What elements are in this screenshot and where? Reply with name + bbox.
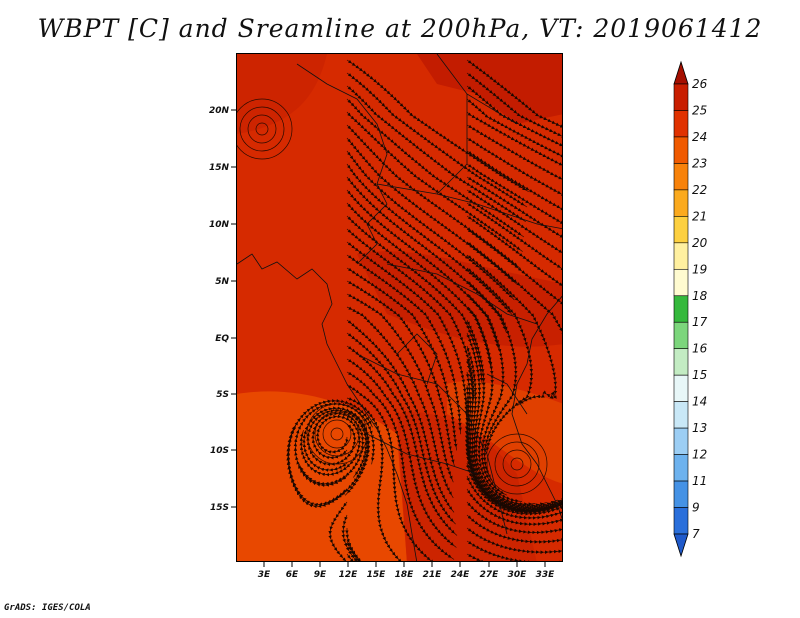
lon-label-6e: 6E (286, 570, 299, 580)
colorbar-swatch (673, 374, 689, 402)
colorbar-swatch (673, 480, 689, 508)
vortex-streamline (486, 433, 548, 495)
vortex-streamline (237, 98, 293, 160)
border-line-7 (436, 94, 468, 195)
colorbar-label: 21 (692, 209, 707, 223)
colorbar-swatch (673, 427, 689, 455)
lat-label-5s: 5S (216, 390, 229, 400)
colorbar-min-triangle (673, 533, 689, 558)
colorbar-label: 23 (692, 156, 707, 170)
lat-label-5n: 5N (215, 277, 229, 287)
lon-label-15e: 15E (367, 570, 387, 580)
border-line-3 (386, 263, 538, 325)
border-line-4 (356, 353, 508, 535)
streamlines (237, 59, 562, 561)
streamline (466, 553, 498, 561)
lat-label-15n: 15N (209, 163, 230, 173)
vortex-streamline (510, 457, 524, 471)
colorbar-label: 17 (692, 315, 708, 329)
lon-label-30e: 30E (508, 570, 528, 580)
vortex-streamline (314, 411, 360, 457)
colorbar-label: 7 (692, 527, 700, 541)
colorbar-swatch (673, 83, 689, 111)
vortex-streamline (239, 106, 285, 152)
colorbar-label: 15 (692, 368, 707, 382)
colorbar-swatch (673, 268, 689, 297)
colorbar-label: 20 (692, 236, 708, 250)
colorbar-label: 13 (692, 421, 707, 435)
wbpt-field-map (237, 54, 562, 561)
border-line-9 (486, 373, 528, 415)
lat-label-10s: 10S (210, 446, 229, 456)
latitude-axis: 20N 15N 10N 5N EQ 5S 10S 15S (209, 106, 236, 513)
colorbar-label: 26 (692, 77, 708, 91)
colorbar-swatch (673, 401, 689, 429)
warm-patch-northwest (237, 54, 327, 134)
map-panel (236, 53, 563, 562)
vortex-streamline (494, 441, 540, 487)
lat-label-eq: EQ (215, 334, 229, 344)
chart-title: WBPT [C] and Sreamline at 200hPa, VT: 20… (37, 14, 763, 43)
colorbar-label: 22 (692, 183, 707, 197)
lon-label-27e: 27E (480, 570, 500, 580)
west-coastline (237, 253, 418, 561)
colorbar-swatch (673, 110, 689, 138)
colorbar-label: 14 (692, 395, 707, 409)
streamline (346, 553, 357, 561)
vortex-streamline (322, 419, 352, 449)
grads-credit: GrADS: IGES/COLA (4, 603, 91, 613)
longitude-axis: 3E 6E 9E 12E 15E 18E 21E 24E 27E 30E 33E (258, 562, 555, 580)
lon-label-33e: 33E (536, 570, 556, 580)
streamline (466, 540, 562, 561)
lat-label-10n: 10N (209, 220, 230, 230)
colorbar-label: 18 (692, 289, 708, 303)
vortex-streamline (330, 427, 344, 441)
lon-label-21e: 21E (423, 570, 443, 580)
colorbar-max-triangle (673, 60, 689, 85)
colorbar-label: 9 (692, 501, 700, 515)
border-line-5 (366, 433, 478, 475)
colorbar-label: 19 (692, 262, 707, 276)
colorbar-swatch (673, 321, 689, 350)
lon-label-24e: 24E (451, 570, 471, 580)
vortex-streamline (502, 449, 532, 479)
border-line-8 (396, 333, 438, 385)
lon-label-9e: 9E (314, 570, 327, 580)
colorbar-swatch (673, 163, 689, 191)
lon-label-18e: 18E (395, 570, 415, 580)
border-line-2 (376, 183, 562, 230)
colorbar-label: 12 (692, 448, 707, 462)
lon-label-12e: 12E (339, 570, 359, 580)
colorbar-swatch (673, 507, 689, 535)
colorbar-swatch (673, 136, 689, 164)
coastlines (237, 54, 562, 561)
streamline (286, 399, 373, 507)
vortex-streamline (255, 122, 269, 136)
lat-label-20n: 20N (209, 106, 230, 116)
lon-label-3e: 3E (258, 570, 271, 580)
colorbar-label: 25 (692, 103, 707, 117)
colorbar-swatch (673, 216, 689, 244)
colorbar-swatch (673, 189, 689, 217)
colorbar-swatch (673, 348, 689, 376)
colorbar-swatch (673, 454, 689, 482)
colorbar-swatch (673, 242, 689, 270)
east-coastline (511, 295, 562, 520)
colorbar: 26 25 24 23 22 21 20 19 18 17 16 15 14 13 12 11 9 7 (673, 60, 708, 558)
colorbar-label: 11 (692, 474, 707, 488)
lat-label-15s: 15S (210, 503, 229, 513)
colorbar-swatch (673, 295, 689, 323)
colorbar-label: 16 (692, 342, 708, 356)
colorbar-label: 24 (692, 130, 707, 144)
border-line-1 (296, 63, 388, 265)
vortex-streamline (247, 114, 277, 144)
